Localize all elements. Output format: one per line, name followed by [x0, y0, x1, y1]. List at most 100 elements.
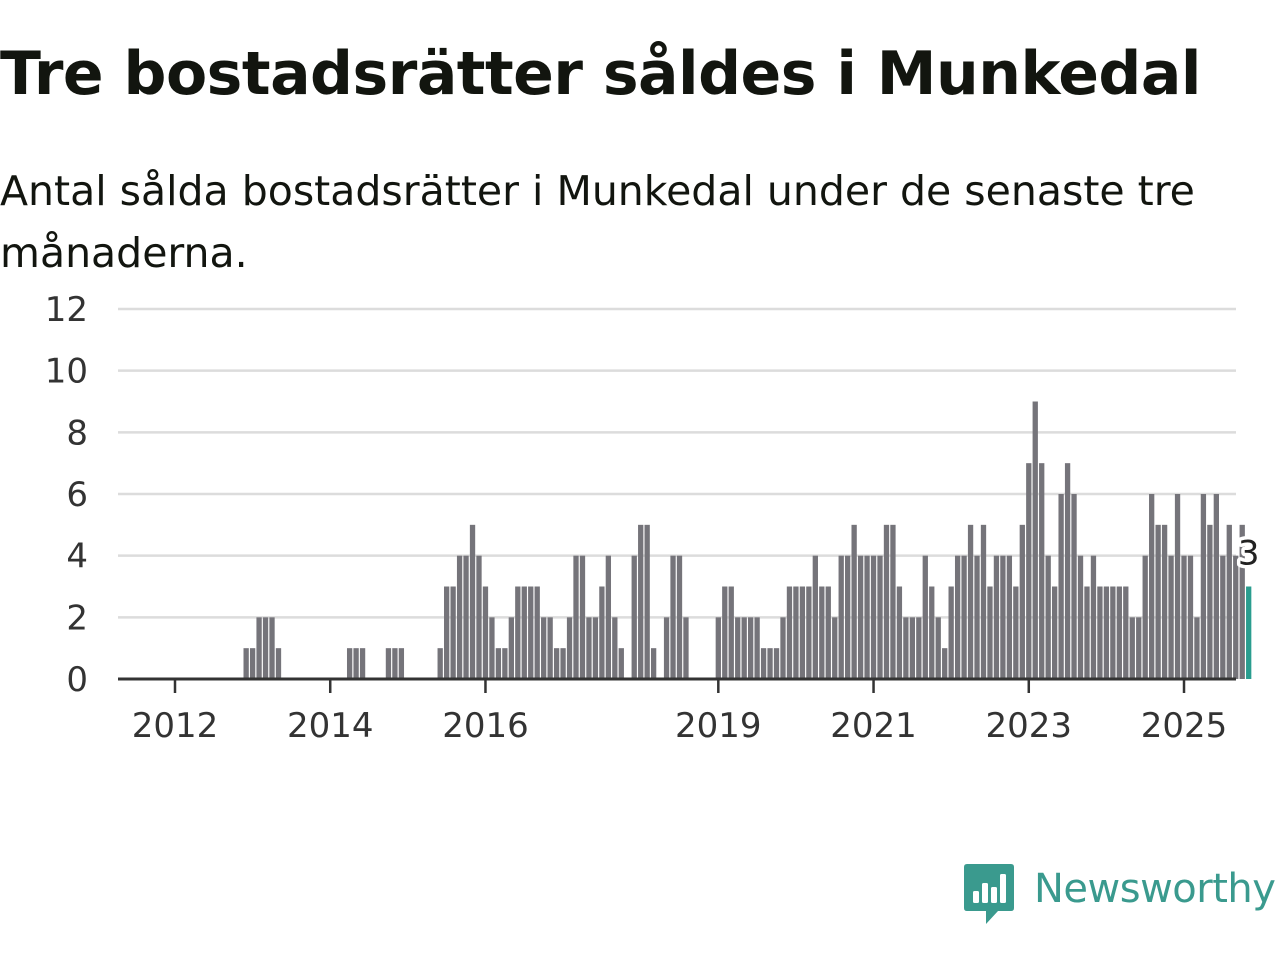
bar [256, 617, 262, 679]
bar [857, 555, 864, 679]
y-axis-labels: 0 2 4 6 8 10 12 [45, 290, 88, 700]
bar [353, 648, 359, 679]
y-tick-label: 8 [66, 413, 88, 453]
y-tick-label: 0 [66, 660, 88, 700]
bar [1071, 494, 1077, 679]
bar [967, 524, 974, 679]
bar [269, 617, 275, 679]
newsworthy-brand: Newsworthy [964, 864, 1276, 928]
x-tick-label: 2023 [986, 706, 1073, 746]
bar [482, 586, 489, 679]
bar [249, 648, 256, 679]
bar [1058, 494, 1064, 679]
bar [1051, 586, 1058, 679]
last-value-label: 3 [1238, 534, 1260, 574]
bar [275, 648, 282, 679]
bar [1174, 494, 1181, 679]
bar [832, 617, 838, 679]
bar [638, 524, 644, 679]
bar [515, 586, 521, 679]
bar [1123, 586, 1129, 679]
bar-highlight [1246, 586, 1252, 679]
bar [1155, 524, 1161, 679]
bar [398, 648, 405, 679]
y-tick-label: 4 [66, 537, 88, 577]
bar [1103, 586, 1110, 679]
bar [1200, 494, 1207, 679]
bar [541, 617, 547, 679]
bar [870, 555, 877, 679]
bar [1032, 401, 1038, 679]
bar [359, 648, 366, 679]
bar [663, 617, 670, 679]
newsworthy-logo-icon [964, 864, 1014, 924]
bar [1194, 617, 1200, 679]
bar [1168, 555, 1174, 679]
y-tick-label: 6 [66, 475, 88, 515]
brand-name: Newsworthy [1034, 866, 1276, 912]
bar [812, 555, 818, 679]
bar [469, 524, 476, 679]
bar [728, 586, 734, 679]
bar [1187, 555, 1194, 679]
bar [987, 586, 993, 679]
bar [262, 617, 269, 679]
bar [1019, 524, 1025, 679]
bar [618, 648, 624, 679]
bar [560, 648, 566, 679]
bar [650, 648, 657, 679]
chart-subtitle: Antal sålda bostadsrätter i Munkedal und… [0, 167, 1195, 277]
bar [922, 555, 928, 679]
bar [385, 648, 392, 679]
bar [1149, 494, 1155, 679]
x-tick-label: 2014 [287, 706, 374, 746]
bar [1207, 524, 1213, 679]
bar [980, 524, 987, 679]
bar [1220, 555, 1226, 679]
bar [502, 648, 508, 679]
bar [456, 555, 463, 679]
bar [1161, 524, 1168, 679]
x-tick-label: 2021 [830, 706, 917, 746]
bar [631, 555, 637, 679]
bar [715, 617, 721, 679]
bar [748, 617, 754, 679]
y-tick-label: 10 [45, 352, 88, 392]
bar [392, 648, 398, 679]
bar [1064, 463, 1071, 679]
bar [845, 555, 851, 679]
bar [722, 586, 728, 679]
bar [346, 648, 353, 679]
y-tick-label: 12 [45, 290, 88, 330]
bar [476, 555, 482, 679]
bar [954, 555, 961, 679]
bar [444, 586, 450, 679]
bar [1077, 555, 1084, 679]
bar [773, 648, 780, 679]
bar [463, 555, 469, 679]
bar [942, 648, 948, 679]
bar [521, 586, 527, 679]
x-tick-label: 2012 [132, 706, 219, 746]
bar [909, 617, 916, 679]
bar [450, 586, 456, 679]
bar [825, 586, 831, 679]
bar [489, 617, 495, 679]
bars [243, 401, 1252, 679]
bar [508, 617, 514, 679]
bar [534, 586, 540, 679]
bar [896, 586, 903, 679]
bar [1026, 463, 1032, 679]
bar [612, 617, 618, 679]
x-tick-label: 2019 [675, 706, 762, 746]
bar [799, 586, 806, 679]
chart-title: Tre bostadsrätter såldes i Munkedal [0, 39, 1201, 109]
x-axis: 2012 2014 2016 2019 2021 2023 2025 [132, 679, 1227, 746]
bar [735, 617, 741, 679]
bar [683, 617, 689, 679]
bar-chart: 0 2 4 6 8 10 12 2012 2014 2016 2019 2021 2023 2025 3 [45, 290, 1263, 746]
bar [767, 648, 773, 679]
bar [1090, 555, 1097, 679]
x-tick-label: 2016 [442, 706, 529, 746]
bar [993, 555, 1000, 679]
